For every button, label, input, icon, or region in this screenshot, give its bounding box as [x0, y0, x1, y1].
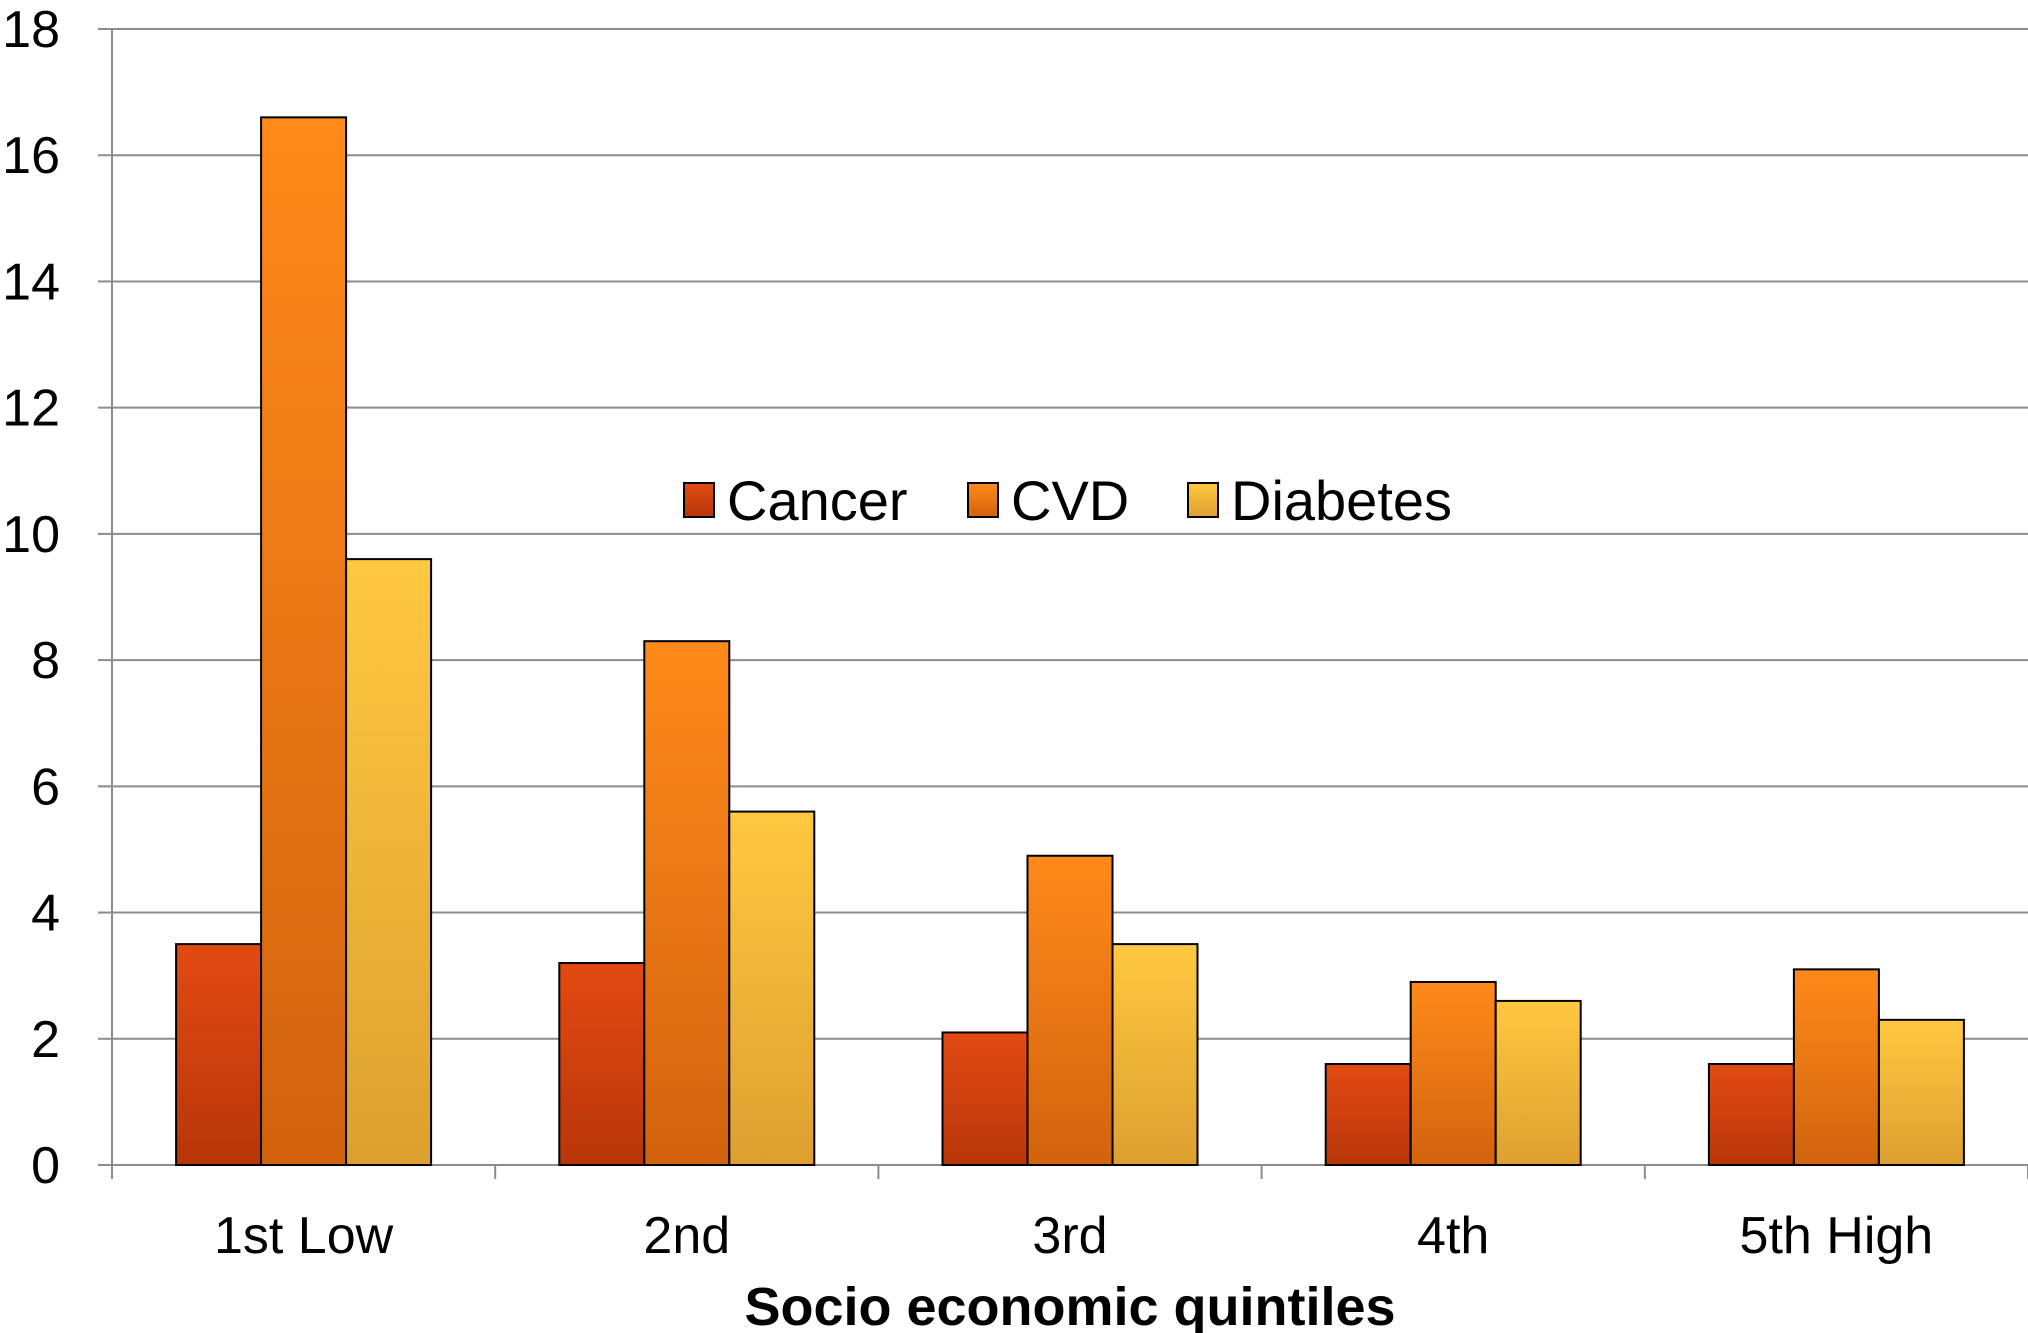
- legend-swatch-cancer: [683, 482, 715, 518]
- y-tick-label: 18: [2, 1, 60, 59]
- y-tick-labels: 0 2 4 6 8 10 12 14 16 18: [2, 1, 60, 1195]
- legend: Cancer CVD Diabetes: [683, 469, 1452, 532]
- bar-cancer-4: [1324, 1063, 1412, 1166]
- x-axis-title: Socio economic quintiles: [744, 1277, 1395, 1333]
- bar-cvd-2: [643, 640, 731, 1166]
- x-tick-label: 2nd: [643, 1207, 730, 1265]
- bar-cancer-1: [175, 943, 263, 1166]
- legend-swatch-cvd: [967, 482, 999, 518]
- bar-cvd-1: [260, 116, 348, 1166]
- bar-diabetes-3: [1111, 943, 1199, 1166]
- x-tick-label: 5th High: [1740, 1207, 1934, 1265]
- bar-cvd-4: [1409, 980, 1497, 1166]
- y-tick-label: 14: [2, 253, 60, 311]
- y-tick-label: 10: [2, 506, 60, 564]
- y-tick-label: 12: [2, 380, 60, 438]
- x-tick-label: 3rd: [1032, 1207, 1107, 1265]
- bar-diabetes-4: [1494, 999, 1582, 1167]
- bar-diabetes-1: [345, 558, 433, 1166]
- legend-swatch-diabetes: [1187, 482, 1219, 518]
- legend-label-cancer: Cancer: [727, 469, 908, 532]
- y-tick-label: 6: [31, 758, 60, 816]
- bar-diabetes-2: [728, 810, 816, 1166]
- bar-cancer-5: [1707, 1063, 1795, 1166]
- bar-cancer-3: [941, 1031, 1029, 1167]
- y-tick-label: 16: [2, 127, 60, 185]
- x-tick-label: 4th: [1417, 1207, 1489, 1265]
- legend-label-diabetes: Diabetes: [1231, 469, 1452, 532]
- x-tick-label: 1st Low: [214, 1207, 394, 1265]
- y-tick-label: 4: [31, 885, 60, 943]
- y-tick-label: 2: [31, 1011, 60, 1069]
- x-tick-labels: 1st Low 2nd 3rd 4th 5th High: [214, 1207, 1933, 1265]
- bar-cvd-3: [1026, 854, 1114, 1166]
- bar-cvd-5: [1792, 968, 1880, 1166]
- bars: [175, 116, 1965, 1167]
- legend-label-cvd: CVD: [1011, 469, 1129, 532]
- y-tick-label: 0: [31, 1137, 60, 1195]
- y-tick-label: 8: [31, 632, 60, 690]
- bar-cancer-2: [558, 962, 646, 1166]
- bar-diabetes-5: [1877, 1018, 1965, 1166]
